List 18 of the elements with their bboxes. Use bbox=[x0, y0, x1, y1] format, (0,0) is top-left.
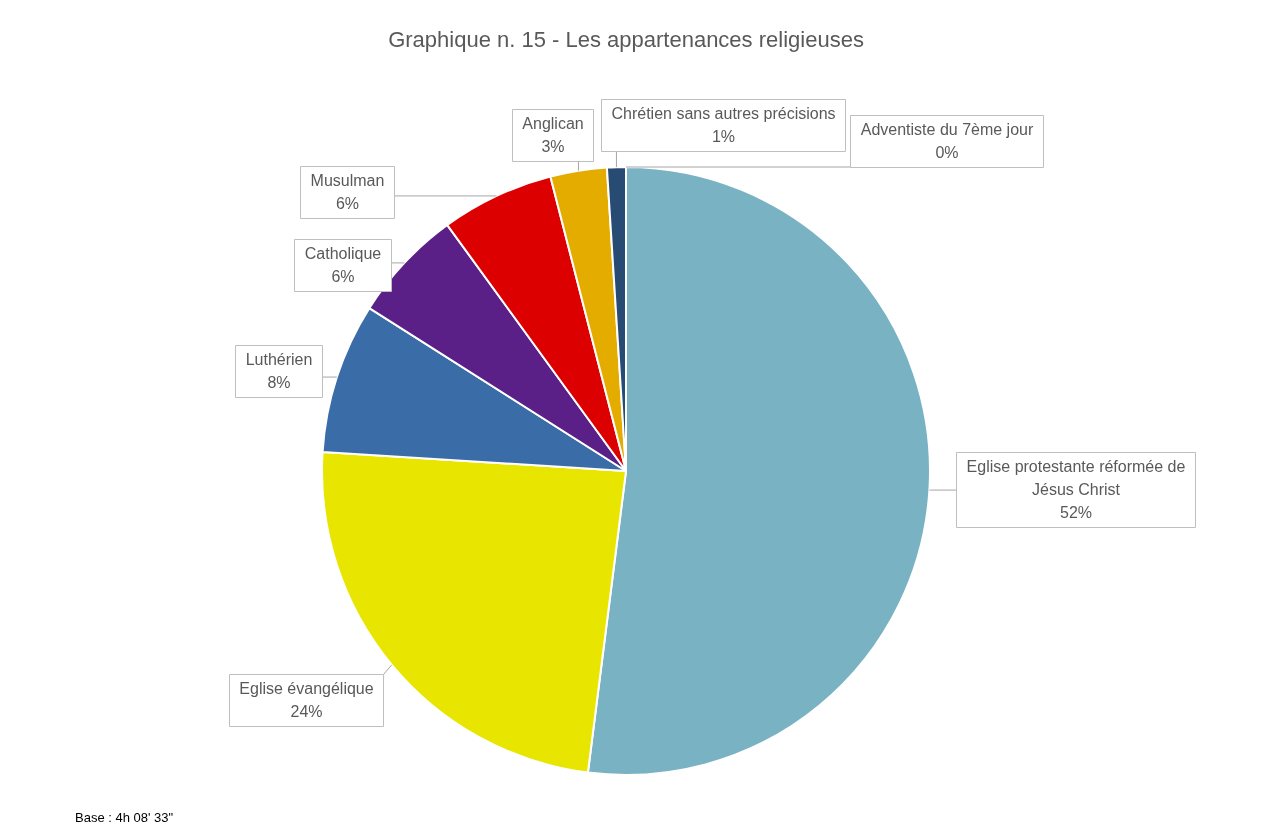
data-label: 8% bbox=[267, 374, 291, 392]
slice-label: Catholique bbox=[304, 245, 382, 263]
chart-title: Graphique n. 15 - Les appartenances religieuses bbox=[388, 27, 864, 53]
text: Base : 4h 08' 33" bbox=[75, 809, 174, 826]
data-label: 3% bbox=[541, 138, 565, 156]
text: 0% bbox=[935, 144, 959, 162]
data-label: 6% bbox=[331, 268, 355, 286]
data-label: 6% bbox=[335, 195, 360, 213]
slice-label: Anglican bbox=[522, 115, 584, 133]
data-label: 52% bbox=[1059, 504, 1093, 522]
slice-label: Luthérien bbox=[245, 351, 313, 369]
category-label: Adventiste du 7ème jour bbox=[860, 121, 1034, 139]
slice-label: Chrétien sans autres précisions bbox=[611, 105, 836, 123]
slice-label: Eglise protestante réformée de Jésus Christ bbox=[966, 458, 1186, 499]
slice-label: Musulman bbox=[310, 172, 385, 190]
slice-label: Eglise évangélique bbox=[239, 680, 374, 698]
data-label: 1% bbox=[711, 128, 736, 146]
data-label: 24% bbox=[290, 703, 323, 721]
